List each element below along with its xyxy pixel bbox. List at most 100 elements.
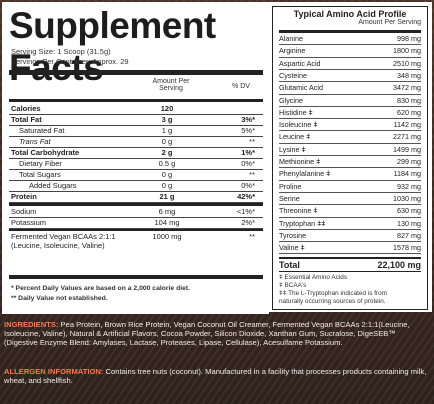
amino-value: 827 mg bbox=[397, 230, 421, 240]
serving-size: Serving Size: 1 Scoop (31.5g) bbox=[11, 47, 111, 56]
amino-value: 998 mg bbox=[397, 34, 421, 43]
row-dv: 0%* bbox=[241, 181, 255, 190]
amino-name: Valine ǂ bbox=[279, 243, 305, 253]
amino-name: Glutamic Acid bbox=[279, 83, 323, 93]
row-amount: 21 g bbox=[159, 192, 175, 201]
row-amount: 0 g bbox=[161, 181, 173, 190]
row-saturated-fat: Saturated Fat 1 g 5%* bbox=[9, 126, 263, 137]
row-label: Total Sugars bbox=[19, 170, 61, 179]
row-dv: ** bbox=[249, 232, 255, 241]
allergen-text: ALLERGEN INFORMATION: Contains tree nuts… bbox=[4, 367, 430, 385]
amino-value: 348 mg bbox=[397, 70, 421, 80]
row-dv: 1%* bbox=[241, 148, 255, 157]
row-label: Added Sugars bbox=[29, 181, 77, 190]
amino-value: 1030 mg bbox=[393, 193, 421, 203]
row-protein: Protein 21 g 42%* bbox=[9, 192, 263, 203]
amino-value: 830 mg bbox=[397, 95, 421, 105]
row-dv: 3%* bbox=[241, 115, 255, 124]
amino-acid-box: Typical Amino Acid Profile Amount Per Se… bbox=[272, 6, 428, 310]
amino-row: Tyrosine 827 mg bbox=[279, 230, 421, 243]
amino-name: Aspartic Acid bbox=[279, 58, 321, 68]
serving-info: Serving Size: 1 Scoop (31.5g) Servings P… bbox=[11, 47, 129, 67]
thick-divider-protein bbox=[9, 203, 263, 206]
row-label: Dietary Fiber bbox=[19, 159, 62, 168]
row-amount: 0.5 g bbox=[158, 159, 176, 168]
legend-bcaa: ǂ BCAA's bbox=[279, 282, 307, 289]
row-label: Saturated Fat bbox=[19, 126, 65, 135]
thick-divider-bottom bbox=[9, 275, 263, 279]
amino-name: Serine bbox=[279, 193, 300, 203]
ingredients-text: INGREDIENTS: Pea Protein, Brown Rice Pro… bbox=[4, 320, 430, 347]
amino-value: 1499 mg bbox=[393, 144, 421, 154]
amino-name: Tryptophan ǂǂ bbox=[279, 218, 326, 228]
amino-name: Proline bbox=[279, 181, 302, 191]
amino-row: Arginine 1800 mg bbox=[279, 46, 421, 58]
supplement-facts-title: Supplement Facts bbox=[9, 5, 216, 88]
allergen-body: Contains tree nuts (coconut). Manufactur… bbox=[4, 367, 427, 385]
amino-row: Methionine ǂ 299 mg bbox=[279, 157, 421, 169]
row-total-sugars: Total Sugars 0 g ** bbox=[9, 170, 263, 181]
row-label: Protein bbox=[11, 192, 37, 201]
header-amount-line2: Serving bbox=[159, 85, 183, 92]
row-dv: 0%* bbox=[241, 159, 255, 168]
row-dv: 5%* bbox=[241, 126, 255, 135]
amino-total-value: 22,100 mg bbox=[377, 260, 421, 270]
amino-row: Valine ǂ 1578 mg bbox=[279, 243, 421, 255]
row-label: Sodium bbox=[11, 207, 37, 216]
amino-row: Glycine 830 mg bbox=[279, 96, 421, 107]
row-label: Total Fat bbox=[11, 115, 42, 124]
ingredients-body: Pea Protein, Brown Rice Protein, Vegan C… bbox=[4, 320, 410, 347]
row-amount: 104 mg bbox=[154, 218, 180, 227]
amino-row: Lysine ǂ 1499 mg bbox=[279, 144, 421, 157]
amino-value: 932 mg bbox=[397, 181, 421, 191]
amino-name: Phenylalanine ǂ bbox=[279, 169, 331, 179]
row-total-fat: Total Fat 3 g 3%* bbox=[9, 115, 263, 126]
amino-value: 2271 mg bbox=[393, 132, 421, 142]
row-dv: <1%* bbox=[236, 207, 255, 216]
row-label: Total Carbohydrate bbox=[11, 148, 80, 157]
row-potassium: Potassium 104 mg 2%* bbox=[9, 218, 263, 229]
row-amount: 1000 mg bbox=[152, 232, 182, 241]
row-label: Potassium bbox=[11, 218, 47, 227]
row-trans-fat: Trans Fat 0 g ** bbox=[9, 137, 263, 148]
bcaa-label-line1: Fermented Vegan BCAAs 2:1:1 bbox=[11, 232, 116, 241]
thick-divider-bcaa bbox=[9, 229, 263, 231]
amino-name: Methionine ǂ bbox=[279, 157, 321, 166]
row-dv: ** bbox=[249, 170, 255, 179]
row-amount: 0 g bbox=[161, 170, 173, 179]
amino-value: 2510 mg bbox=[393, 58, 421, 68]
allergen-key: ALLERGEN INFORMATION: bbox=[4, 367, 104, 376]
row-sodium: Sodium 6 mg <1%* bbox=[9, 207, 263, 218]
bcaa-label-line2: (Leucine, Isoleucine, Valine) bbox=[11, 241, 105, 250]
thick-divider-top bbox=[9, 70, 263, 75]
legend-tryptophan-1: ǂǂ The L-Tryptophan indicated is from bbox=[279, 290, 387, 297]
amino-value: 1142 mg bbox=[393, 120, 421, 130]
row-dv: 2%* bbox=[241, 218, 255, 227]
row-dv: ** bbox=[249, 137, 255, 146]
amino-total-row: Total 22,100 mg bbox=[279, 260, 421, 270]
row-label: Trans Fat bbox=[19, 137, 51, 146]
amino-name: Threonine ǂ bbox=[279, 206, 318, 216]
row-calories: Calories 120 bbox=[9, 104, 263, 115]
row-added-sugars: Added Sugars 0 g 0%* bbox=[9, 181, 263, 192]
row-bcaa: Fermented Vegan BCAAs 2:1:1 (Leucine, Is… bbox=[9, 232, 263, 252]
row-dv: 42%* bbox=[237, 192, 255, 201]
amino-row: Glutamic Acid 3472 mg bbox=[279, 83, 421, 95]
row-amount: 1 g bbox=[161, 126, 173, 135]
amino-row: Isoleucine ǂ 1142 mg bbox=[279, 120, 421, 132]
row-amount: 120 bbox=[160, 104, 174, 113]
amino-value: 299 mg bbox=[397, 157, 421, 166]
amino-value: 130 mg bbox=[397, 218, 421, 228]
amino-thick-divider bbox=[279, 30, 421, 33]
amino-total-label: Total bbox=[279, 260, 300, 270]
row-dietary-fiber: Dietary Fiber 0.5 g 0%* bbox=[9, 159, 263, 170]
amino-row: Tryptophan ǂǂ 130 mg bbox=[279, 219, 421, 230]
footnote-not-established: ** Daily Value not established. bbox=[11, 295, 108, 302]
amino-name: Alanine bbox=[279, 34, 303, 43]
servings-per-container: Servings Per Container: Approx. 29 bbox=[11, 57, 129, 66]
amino-name: Glycine bbox=[279, 95, 303, 105]
amino-value: 3472 mg bbox=[393, 83, 421, 93]
amino-name: Isoleucine ǂ bbox=[279, 120, 318, 130]
amino-value: 1800 mg bbox=[393, 46, 421, 56]
amino-row: Phenylalanine ǂ 1184 mg bbox=[279, 169, 421, 181]
